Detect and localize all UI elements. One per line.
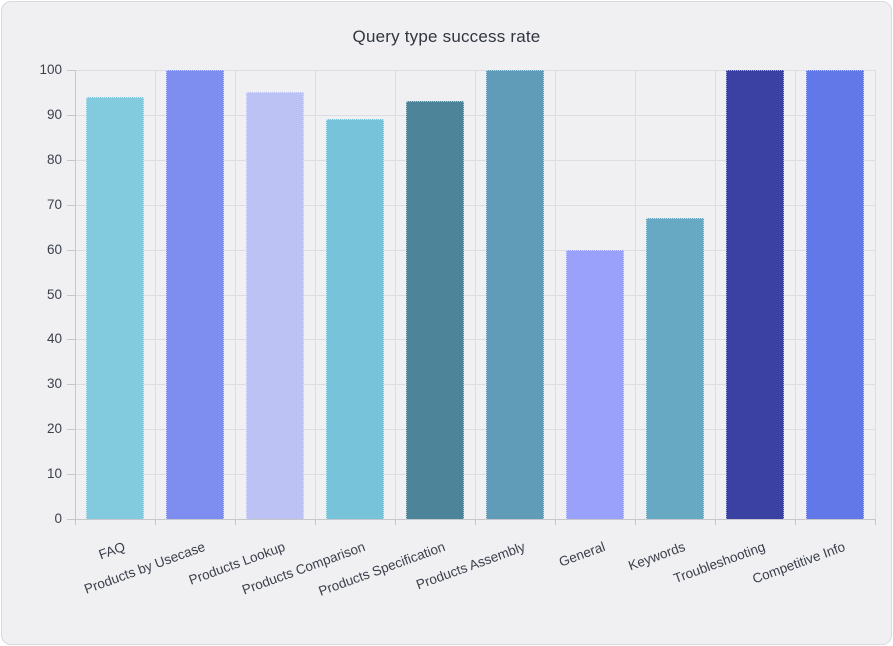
v-gridline xyxy=(635,70,636,519)
y-axis-label: 50 xyxy=(46,286,62,302)
y-axis-tick xyxy=(67,249,75,251)
y-axis-tick xyxy=(67,339,75,341)
x-axis-tick xyxy=(235,519,236,525)
chart-title: Query type success rate xyxy=(352,27,541,46)
v-gridline xyxy=(795,70,796,519)
x-axis-tick xyxy=(155,519,156,525)
y-axis-label: 70 xyxy=(46,196,62,212)
y-axis-label: 90 xyxy=(46,106,62,122)
y-axis-tick xyxy=(67,159,75,161)
v-gridline xyxy=(235,70,236,519)
bar-general xyxy=(566,249,624,519)
y-axis-label: 60 xyxy=(46,241,62,257)
y-axis-tick xyxy=(67,294,75,296)
x-axis-line xyxy=(67,519,875,520)
bar-troubleshooting xyxy=(726,70,784,519)
y-axis-line xyxy=(75,70,76,525)
y-axis-label: 100 xyxy=(39,62,62,77)
y-axis-tick xyxy=(67,384,75,386)
x-axis-label: FAQ xyxy=(96,539,128,563)
x-axis-tick xyxy=(395,519,396,525)
x-axis-tick xyxy=(715,519,716,525)
y-axis-label: 20 xyxy=(46,421,62,437)
x-axis-label: General xyxy=(556,539,608,570)
v-gridline xyxy=(395,70,396,519)
x-axis-tick xyxy=(635,519,636,525)
x-axis-tick xyxy=(555,519,556,525)
y-axis-label: 0 xyxy=(54,511,62,526)
y-axis-tick xyxy=(67,114,75,116)
bar-products-lookup xyxy=(246,92,304,519)
v-gridline xyxy=(315,70,316,519)
y-axis-label: 10 xyxy=(46,466,62,482)
x-axis-tick xyxy=(795,519,796,525)
y-axis-tick xyxy=(67,474,75,476)
x-axis-label: Keywords xyxy=(626,539,688,574)
v-gridline xyxy=(875,70,876,519)
v-gridline xyxy=(555,70,556,519)
bar-competitive-info xyxy=(806,70,864,519)
bar-products-assembly xyxy=(486,70,544,519)
v-gridline xyxy=(155,70,156,519)
bar-products-comparison xyxy=(326,119,384,519)
v-gridline xyxy=(715,70,716,519)
y-axis-label: 40 xyxy=(46,331,62,347)
bar-products-by-usecase xyxy=(166,70,224,519)
x-axis-tick xyxy=(875,519,876,525)
bar-faq xyxy=(86,96,144,519)
y-axis-label: 80 xyxy=(46,151,62,167)
y-axis-tick xyxy=(67,429,75,431)
bar-keywords xyxy=(646,218,704,519)
x-axis-tick xyxy=(315,519,316,525)
x-axis-tick xyxy=(475,519,476,525)
y-axis-tick xyxy=(67,70,75,71)
bar-products-specification xyxy=(406,101,464,519)
y-axis-label: 30 xyxy=(46,376,62,392)
y-axis-tick xyxy=(67,204,75,206)
v-gridline xyxy=(475,70,476,519)
